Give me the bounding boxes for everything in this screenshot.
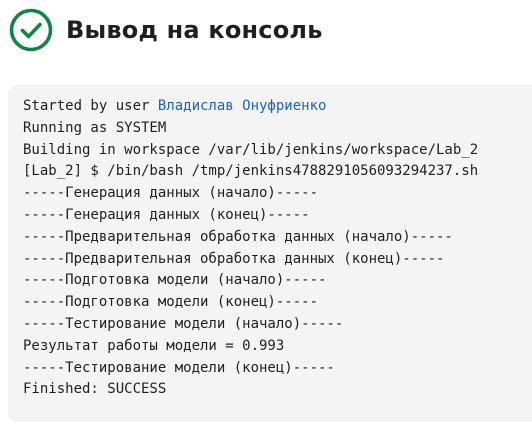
console-line: Результат работы модели = 0.993 [23, 337, 285, 354]
console-output: Started by user Владислав Онуфриенко Run… [8, 85, 532, 422]
success-check-icon [9, 8, 53, 52]
console-line: Running as SYSTEM [23, 119, 167, 136]
console-line: -----Тестирование модели (начало)----- [23, 315, 344, 332]
page-title: Вывод на консоль [66, 16, 323, 44]
console-line: -----Тестирование модели (конец)----- [23, 359, 335, 376]
console-line-started: Started by user Владислав Онуфриенко [23, 96, 532, 118]
console-line: -----Подготовка модели (начало)----- [23, 272, 327, 289]
console-line: -----Подготовка модели (конец)----- [23, 294, 319, 311]
started-prefix: Started by user [23, 98, 158, 114]
console-line: -----Предварительная обработка данных (к… [23, 250, 445, 267]
console-line: -----Генерация данных (конец)----- [23, 206, 310, 223]
page-header: Вывод на консоль [9, 8, 323, 52]
console-line: Finished: SUCCESS [23, 381, 167, 398]
console-line: -----Предварительная обработка данных (н… [23, 228, 453, 245]
console-line: Building in workspace /var/lib/jenkins/w… [23, 141, 479, 158]
console-line: -----Генерация данных (начало)----- [23, 185, 319, 202]
console-line: [Lab_2] $ /bin/bash /tmp/jenkins47882910… [23, 163, 479, 180]
user-link[interactable]: Владислав Онуфриенко [157, 98, 327, 114]
